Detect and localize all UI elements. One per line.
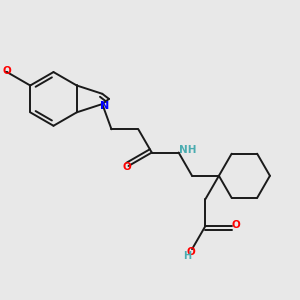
Text: O: O [231,220,240,230]
Text: N: N [100,100,109,110]
Text: O: O [2,66,11,76]
Text: NH: NH [179,145,197,154]
Text: O: O [123,162,132,172]
Text: O: O [186,247,195,257]
Text: H: H [183,250,191,261]
